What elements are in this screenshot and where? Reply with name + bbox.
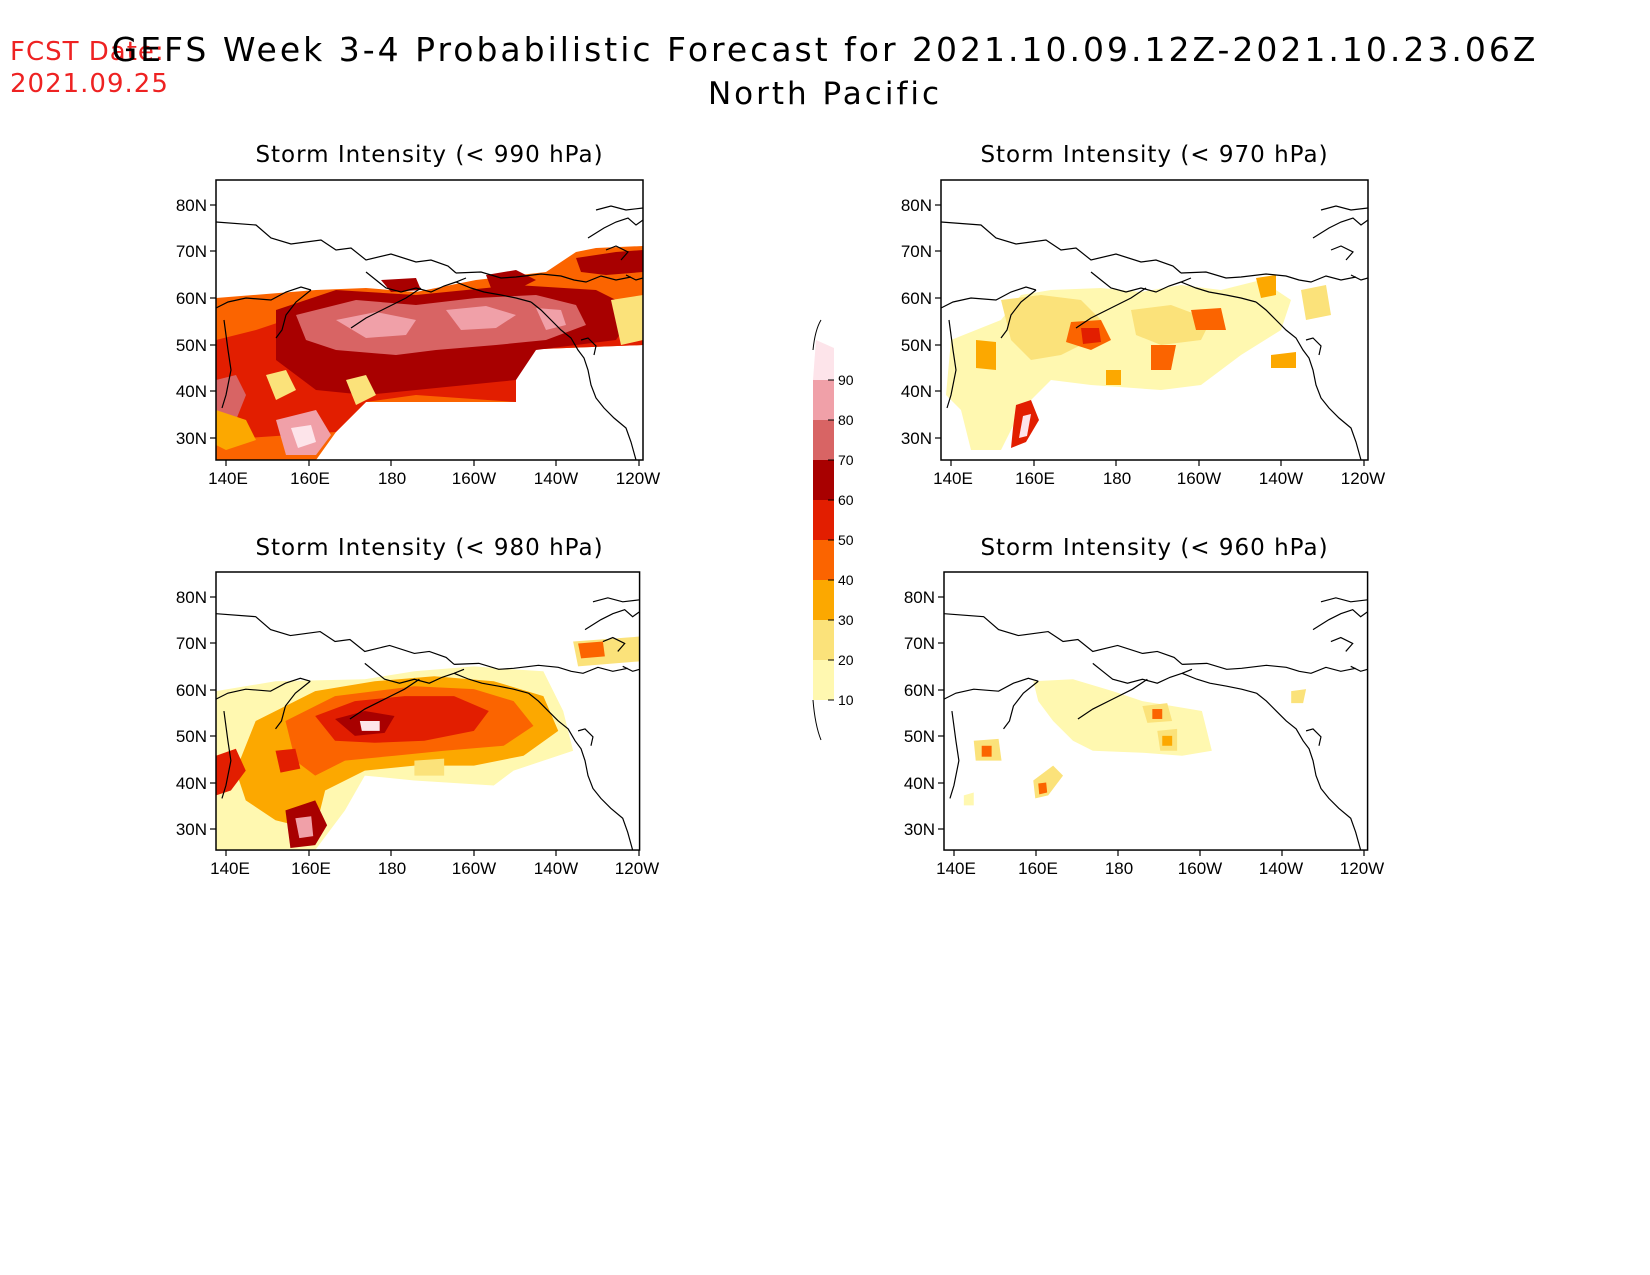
lon-label: 140W [1259, 859, 1303, 878]
lon-label: 180 [1103, 469, 1131, 488]
lon-label: 140W [534, 469, 578, 488]
figure-title: GEFS Week 3-4 Probabilistic Forecast for… [111, 30, 1539, 69]
colorbar-swatch [813, 500, 834, 540]
lat-label: 50N [901, 336, 932, 355]
lat-label: 40N [176, 774, 207, 793]
lat-label: 80N [904, 588, 935, 607]
lon-label: 160W [1178, 859, 1222, 878]
panel-title-960: Storm Intensity (< 960 hPa) [980, 535, 1329, 561]
lat-labels: 80N 70N 60N 50N 40N 30N 80N 70N 60N 50N … [176, 196, 935, 839]
lon-label: 160W [452, 469, 496, 488]
colorbar-level-label: 10 [838, 692, 854, 708]
lat-label: 70N [904, 634, 935, 653]
lon-label: 140W [1259, 469, 1303, 488]
lon-label: 140W [534, 859, 578, 878]
forecast-date-value: 2021.09.25 [10, 69, 169, 99]
colorbar-level-label: 40 [838, 572, 854, 588]
lon-label: 180 [378, 859, 406, 878]
lon-label: 140E [208, 469, 248, 488]
colorbar-swatch [813, 620, 834, 660]
lat-label: 50N [176, 336, 207, 355]
colorbar-swatch [813, 660, 834, 700]
colorbar-swatch [813, 540, 834, 580]
colorbar-swatch [813, 380, 834, 420]
lon-label: 140E [933, 469, 973, 488]
colorbar-legend: 10 20 30 40 50 60 70 80 90 [812, 319, 854, 741]
lat-label: 40N [904, 774, 935, 793]
colorbar-swatch [813, 460, 834, 500]
colorbar-level-label: 30 [838, 612, 854, 628]
colorbar-level-label: 70 [838, 452, 854, 468]
lon-labels: 140E 160E 180 160W 140W 120W 140E 160E 1… [208, 469, 1385, 878]
lon-label: 160E [290, 469, 330, 488]
lat-label: 60N [904, 681, 935, 700]
lat-label: 30N [901, 429, 932, 448]
panel-title-980: Storm Intensity (< 980 hPa) [255, 535, 604, 561]
panel-960-field [963, 679, 1307, 806]
colorbar-swatch [813, 420, 834, 460]
lat-label: 60N [176, 681, 207, 700]
lat-label: 80N [176, 588, 207, 607]
panel-title-990: Storm Intensity (< 990 hPa) [255, 142, 604, 168]
colorbar-swatch [813, 340, 834, 380]
lat-label: 70N [176, 242, 207, 261]
panel-980-map [215, 571, 641, 851]
panel-980-field [216, 636, 640, 851]
lon-label: 180 [378, 469, 406, 488]
panel-990-field [216, 246, 643, 460]
lon-label: 180 [1105, 859, 1133, 878]
lat-label: 50N [176, 727, 207, 746]
panel-title-970: Storm Intensity (< 970 hPa) [980, 142, 1329, 168]
lon-label: 160W [1177, 469, 1221, 488]
lon-label: 160E [291, 859, 331, 878]
lon-label: 120W [616, 469, 660, 488]
colorbar-level-label: 80 [838, 412, 854, 428]
lat-label: 80N [901, 196, 932, 215]
lat-label: 30N [176, 429, 207, 448]
colorbar-level-label: 90 [838, 372, 854, 388]
lat-label: 50N [904, 727, 935, 746]
forecast-date-label: FCST Date: [10, 37, 165, 67]
lon-label: 120W [1340, 859, 1384, 878]
lat-label: 40N [176, 382, 207, 401]
lat-label: 80N [176, 196, 207, 215]
colorbar-level-label: 50 [838, 532, 854, 548]
panel-970-field [946, 275, 1331, 450]
lon-label: 140E [936, 859, 976, 878]
forecast-date-block: FCST Date: 2021.09.25 [10, 36, 169, 100]
colorbar-level-label: 20 [838, 652, 854, 668]
colorbar-upper-extension [812, 319, 822, 351]
lon-label: 160E [1018, 859, 1058, 878]
panel-970-map [940, 179, 1369, 461]
region-title: North Pacific [707, 76, 943, 112]
lat-label: 30N [176, 820, 207, 839]
lat-label: 60N [176, 289, 207, 308]
lat-label: 30N [904, 820, 935, 839]
lon-label: 120W [615, 859, 659, 878]
lon-label: 140E [210, 859, 250, 878]
panel-960-map [943, 571, 1369, 851]
panel-990-map [215, 179, 644, 461]
lon-label: 120W [1341, 469, 1385, 488]
lat-label: 40N [901, 382, 932, 401]
lat-label: 70N [901, 242, 932, 261]
lat-label: 70N [176, 634, 207, 653]
axis-ticks [210, 204, 1365, 856]
colorbar-swatch [813, 580, 834, 620]
lon-label: 160E [1015, 469, 1055, 488]
colorbar-level-label: 60 [838, 492, 854, 508]
colorbar-lower-extension [812, 699, 822, 741]
lat-label: 60N [901, 289, 932, 308]
lon-label: 160W [452, 859, 496, 878]
